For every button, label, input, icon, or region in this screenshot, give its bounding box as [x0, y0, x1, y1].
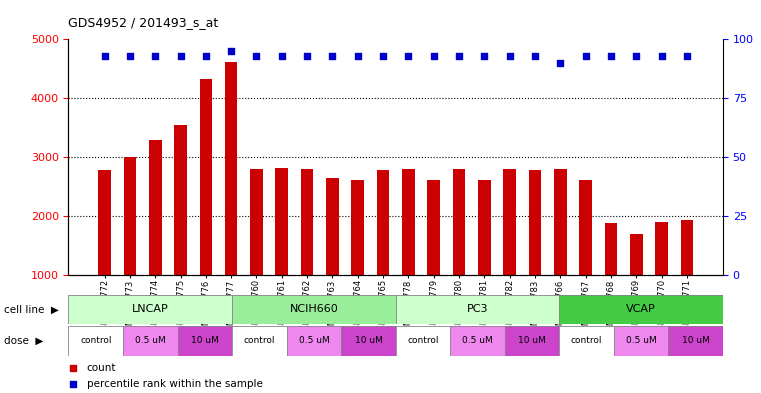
- Point: [478, 53, 490, 59]
- Bar: [505, 326, 559, 356]
- Bar: [326, 178, 339, 275]
- Text: cell line  ▶: cell line ▶: [4, 305, 59, 314]
- Text: percentile rank within the sample: percentile rank within the sample: [87, 378, 263, 389]
- Bar: [199, 79, 212, 275]
- Point: [275, 53, 288, 59]
- Bar: [301, 169, 314, 275]
- Point: [67, 365, 79, 372]
- Point: [554, 60, 566, 66]
- Bar: [529, 170, 541, 275]
- Bar: [174, 125, 187, 275]
- Text: 10 uM: 10 uM: [682, 336, 709, 345]
- Bar: [451, 326, 505, 356]
- Text: PC3: PC3: [466, 305, 489, 314]
- Point: [326, 53, 339, 59]
- Text: 0.5 uM: 0.5 uM: [135, 336, 166, 345]
- Bar: [98, 170, 111, 275]
- Bar: [478, 180, 491, 275]
- Bar: [453, 169, 465, 275]
- Bar: [287, 326, 341, 356]
- Point: [630, 53, 642, 59]
- Text: NCIH660: NCIH660: [289, 305, 339, 314]
- Point: [403, 53, 415, 59]
- Bar: [177, 326, 232, 356]
- Bar: [224, 62, 237, 275]
- Bar: [680, 220, 693, 275]
- Bar: [232, 295, 396, 324]
- Bar: [149, 140, 161, 275]
- Bar: [559, 295, 723, 324]
- Text: 0.5 uM: 0.5 uM: [298, 336, 330, 345]
- Bar: [579, 180, 592, 275]
- Bar: [630, 234, 642, 275]
- Text: 10 uM: 10 uM: [191, 336, 218, 345]
- Point: [529, 53, 541, 59]
- Point: [149, 53, 161, 59]
- Bar: [123, 157, 136, 275]
- Point: [352, 53, 364, 59]
- Text: GDS4952 / 201493_s_at: GDS4952 / 201493_s_at: [68, 17, 218, 29]
- Point: [428, 53, 440, 59]
- Bar: [559, 326, 614, 356]
- Bar: [275, 168, 288, 275]
- Point: [98, 53, 110, 59]
- Text: control: control: [244, 336, 275, 345]
- Bar: [428, 180, 440, 275]
- Point: [174, 53, 186, 59]
- Text: 10 uM: 10 uM: [518, 336, 546, 345]
- Bar: [232, 326, 287, 356]
- Text: dose  ▶: dose ▶: [4, 336, 43, 346]
- Bar: [604, 223, 617, 275]
- Bar: [614, 326, 668, 356]
- Bar: [123, 326, 177, 356]
- Text: count: count: [87, 364, 116, 373]
- Text: VCAP: VCAP: [626, 305, 656, 314]
- Point: [199, 53, 212, 59]
- Point: [250, 53, 263, 59]
- Point: [681, 53, 693, 59]
- Bar: [341, 326, 396, 356]
- Bar: [250, 169, 263, 275]
- Text: control: control: [407, 336, 439, 345]
- Bar: [396, 326, 451, 356]
- Text: 0.5 uM: 0.5 uM: [626, 336, 657, 345]
- Point: [655, 53, 667, 59]
- Point: [301, 53, 314, 59]
- Text: control: control: [80, 336, 112, 345]
- Point: [605, 53, 617, 59]
- Point: [377, 53, 389, 59]
- Bar: [402, 169, 415, 275]
- Bar: [668, 326, 723, 356]
- Text: control: control: [571, 336, 603, 345]
- Bar: [377, 170, 390, 275]
- Point: [580, 53, 592, 59]
- Bar: [396, 295, 559, 324]
- Bar: [503, 169, 516, 275]
- Bar: [554, 169, 567, 275]
- Point: [124, 53, 136, 59]
- Point: [453, 53, 465, 59]
- Bar: [68, 326, 123, 356]
- Bar: [68, 295, 232, 324]
- Text: LNCAP: LNCAP: [132, 305, 169, 314]
- Point: [504, 53, 516, 59]
- Bar: [352, 180, 364, 275]
- Bar: [655, 222, 668, 275]
- Point: [225, 48, 237, 54]
- Point: [67, 380, 79, 387]
- Text: 0.5 uM: 0.5 uM: [462, 336, 493, 345]
- Text: 10 uM: 10 uM: [355, 336, 382, 345]
